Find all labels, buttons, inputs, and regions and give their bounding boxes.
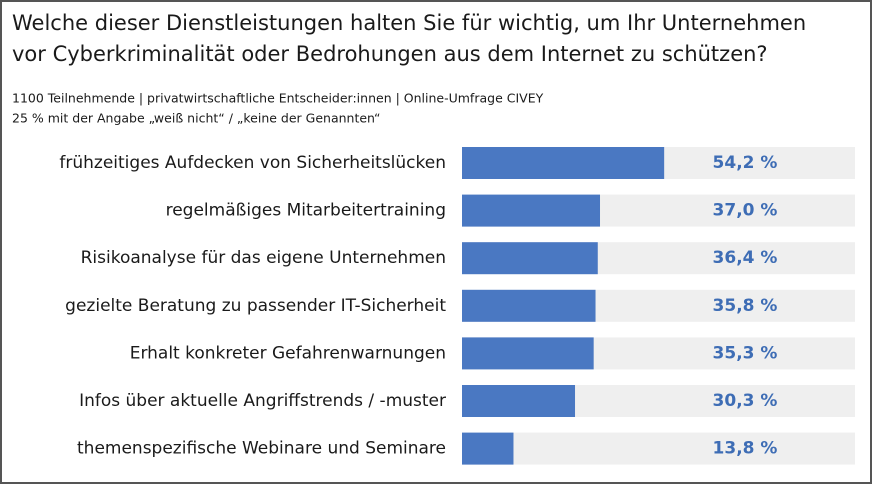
bar: [462, 385, 576, 417]
value-label: 30,3 %: [713, 391, 778, 411]
value-label: 13,8 %: [713, 439, 778, 459]
category-label: Risikoanalyse für das eigene Unternehmen: [81, 248, 446, 268]
value-label: 35,3 %: [713, 343, 778, 363]
subtitle: 1100 Teilnehmende | privatwirtschaftlich…: [12, 91, 544, 106]
bar: [462, 289, 596, 322]
category-label: gezielte Beratung zu passender IT-Sicher…: [65, 296, 446, 316]
subtitle: 25 % mit der Angabe „weiß nicht“ / „kein…: [12, 111, 381, 126]
value-label: 54,2 %: [713, 153, 778, 173]
category-label: Erhalt konkreter Gefahrenwarnungen: [130, 343, 446, 363]
chart-title: Welche dieser Dienstleistungen halten Si…: [12, 11, 806, 35]
bar-track: [462, 432, 855, 465]
bar: [462, 147, 665, 179]
bar: [462, 242, 598, 275]
bar: [462, 194, 601, 227]
chart-title: vor Cyberkriminalität oder Bedrohungen a…: [12, 42, 768, 66]
category-label: themenspezifische Webinare und Seminare: [77, 439, 446, 459]
category-label: Infos über aktuelle Angriffstrends / -mu…: [79, 391, 446, 411]
bar: [462, 337, 594, 370]
value-label: 37,0 %: [713, 201, 778, 221]
category-label: regelmäßiges Mitarbeitertraining: [166, 201, 446, 221]
category-label: frühzeitiges Aufdecken von Sicherheitslü…: [59, 153, 446, 173]
value-label: 36,4 %: [713, 248, 778, 268]
bar: [462, 432, 514, 465]
value-label: 35,8 %: [713, 296, 778, 316]
